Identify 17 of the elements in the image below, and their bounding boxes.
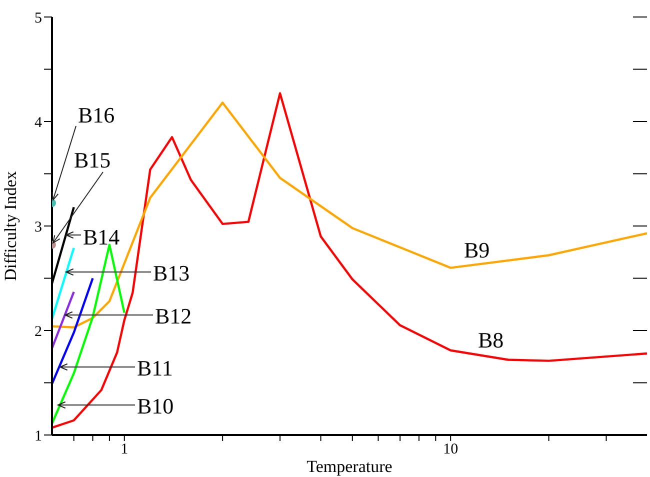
- y-tick-label: 3: [34, 219, 42, 236]
- text: B12: [155, 304, 192, 328]
- series-label: B14: [83, 224, 120, 250]
- y-tick-label: 5: [34, 10, 42, 26]
- text: B16: [78, 102, 115, 128]
- y-tick-label: 4: [34, 114, 42, 131]
- text: B13: [153, 260, 190, 286]
- text: B10: [137, 394, 174, 418]
- text: B15: [74, 148, 111, 172]
- y-axis-title: Difficulty Index: [1, 170, 20, 281]
- y-tick-label: 2: [34, 324, 42, 340]
- series-label: B9: [464, 238, 490, 262]
- x-tick-label: 10: [443, 442, 458, 458]
- series-label: B8: [478, 328, 504, 352]
- x-axis-title: Temperature: [306, 457, 392, 476]
- y-tick-label: 1: [34, 428, 42, 444]
- text: B11: [137, 356, 173, 380]
